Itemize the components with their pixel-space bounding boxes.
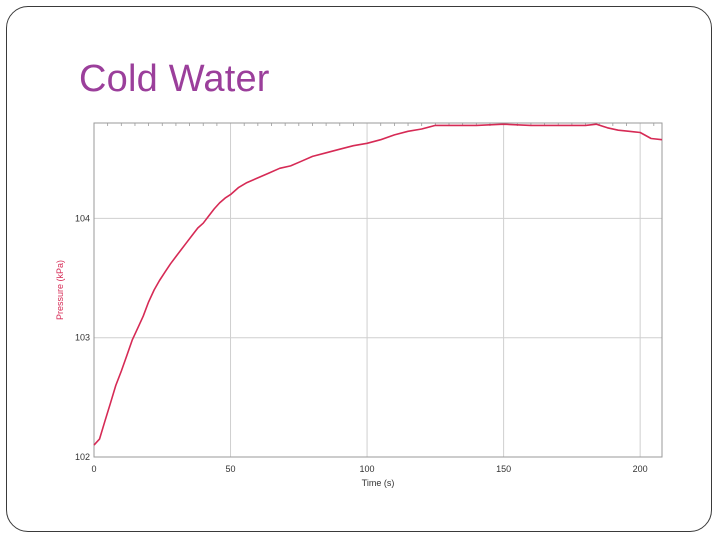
x-axis-label: Time (s) bbox=[362, 478, 395, 488]
chart-grid bbox=[94, 123, 662, 457]
chart-series bbox=[93, 123, 663, 446]
series-line bbox=[93, 123, 663, 446]
x-tick-label: 0 bbox=[91, 464, 96, 474]
x-tick-label: 150 bbox=[496, 464, 511, 474]
x-tick-label: 200 bbox=[633, 464, 648, 474]
y-tick-label: 102 bbox=[75, 452, 90, 462]
slide-frame bbox=[6, 6, 712, 532]
y-tick-label: 103 bbox=[75, 333, 90, 343]
y-axis-label: Pressure (kPa) bbox=[55, 260, 65, 320]
plot-frame bbox=[93, 122, 663, 458]
chart-ticks: 0 50 100 150 200 102 103 104 bbox=[75, 123, 655, 474]
slide-title: Cold Water bbox=[79, 58, 270, 100]
x-tick-label: 100 bbox=[360, 464, 375, 474]
y-tick-label: 104 bbox=[75, 213, 90, 223]
x-tick-label: 50 bbox=[226, 464, 236, 474]
